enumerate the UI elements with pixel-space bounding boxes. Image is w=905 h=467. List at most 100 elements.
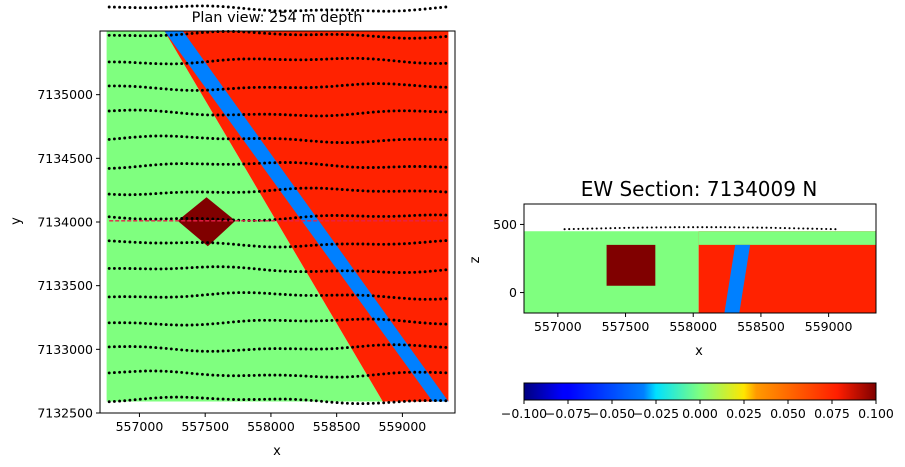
receiver-point [123, 61, 126, 64]
receiver-point [403, 83, 406, 86]
receiver-point [149, 109, 152, 112]
x-tick-label: 558000 [669, 319, 717, 334]
receiver-point [361, 374, 364, 377]
receiver-point [154, 267, 157, 270]
receiver-point [216, 5, 219, 8]
receiver-point [429, 62, 432, 65]
receiver-point [305, 215, 308, 218]
receiver-point [784, 227, 786, 229]
overburden-region [699, 231, 876, 245]
receiver-point [413, 165, 416, 168]
receiver-point [346, 84, 349, 87]
receiver-point [149, 322, 152, 325]
receiver-point [299, 187, 302, 190]
receiver-point [123, 371, 126, 374]
colorbar-tick-label: −0.075 [545, 406, 591, 421]
receiver-point [351, 141, 354, 144]
receiver-point [139, 398, 142, 401]
receiver-point [403, 214, 406, 217]
receiver-point [310, 320, 313, 323]
receiver-point [248, 57, 251, 60]
receiver-point [123, 321, 126, 324]
receiver-point [279, 137, 282, 140]
receiver-point [351, 33, 354, 36]
receiver-point [434, 371, 437, 374]
receiver-point [779, 227, 781, 229]
receiver-point [149, 6, 152, 9]
receiver-point [139, 135, 142, 138]
receiver-point [242, 86, 245, 89]
receiver-point [160, 347, 163, 350]
receiver-point [165, 370, 168, 373]
receiver-point [196, 350, 199, 353]
receiver-point [403, 138, 406, 141]
receiver-point [108, 295, 111, 298]
receiver-point [253, 245, 256, 248]
receiver-point [227, 163, 230, 166]
receiver-point [403, 400, 406, 403]
receiver-point [393, 319, 396, 322]
receiver-point [341, 84, 344, 87]
receiver-point [289, 347, 292, 350]
receiver-point [320, 140, 323, 143]
receiver-point [398, 371, 401, 374]
receiver-point [434, 138, 437, 141]
receiver-point [434, 110, 437, 113]
receiver-point [253, 113, 256, 116]
receiver-point [351, 269, 354, 272]
receiver-point [216, 114, 219, 117]
receiver-point [284, 137, 287, 140]
receiver-point [216, 292, 219, 295]
receiver-point [123, 240, 126, 243]
receiver-point [211, 293, 214, 296]
receiver-point [118, 84, 121, 87]
receiver-point [232, 113, 235, 116]
receiver-point [439, 269, 442, 272]
receiver-point [752, 226, 754, 228]
receiver-point [154, 323, 157, 326]
receiver-point [315, 114, 318, 117]
receiver-point [330, 347, 333, 350]
receiver-point [139, 241, 142, 244]
receiver-point [382, 295, 385, 298]
receiver-point [149, 369, 152, 372]
receiver-point [424, 298, 427, 301]
receiver-point [439, 6, 442, 9]
receiver-point [154, 87, 157, 90]
receiver-point [356, 189, 359, 192]
receiver-point [444, 239, 447, 242]
receiver-point [393, 10, 396, 13]
receiver-point [310, 244, 313, 247]
receiver-point [351, 346, 354, 349]
receiver-point [434, 269, 437, 272]
receiver-point [346, 402, 349, 405]
receiver-point [429, 371, 432, 374]
receiver-point [134, 267, 137, 270]
receiver-point [165, 296, 168, 299]
receiver-point [413, 242, 416, 245]
x-tick-label: 558000 [247, 419, 295, 434]
receiver-point [315, 9, 318, 12]
receiver-point [434, 165, 437, 168]
receiver-point [284, 347, 287, 350]
receiver-point [387, 139, 390, 142]
receiver-point [798, 227, 800, 229]
receiver-point [139, 109, 142, 112]
receiver-point [325, 270, 328, 273]
receiver-point [180, 89, 183, 92]
receiver-point [387, 243, 390, 246]
receiver-point [341, 376, 344, 379]
receiver-point [144, 218, 147, 221]
receiver-point [294, 374, 297, 377]
receiver-point [201, 191, 204, 194]
receiver-point [165, 88, 168, 91]
receiver-point [377, 243, 380, 246]
receiver-point [128, 109, 131, 112]
receiver-point [382, 166, 385, 169]
receiver-point [160, 396, 163, 399]
receiver-point [108, 267, 111, 270]
receiver-point [144, 295, 147, 298]
receiver-point [118, 321, 121, 324]
receiver-point [320, 348, 323, 351]
receiver-point [248, 191, 251, 194]
